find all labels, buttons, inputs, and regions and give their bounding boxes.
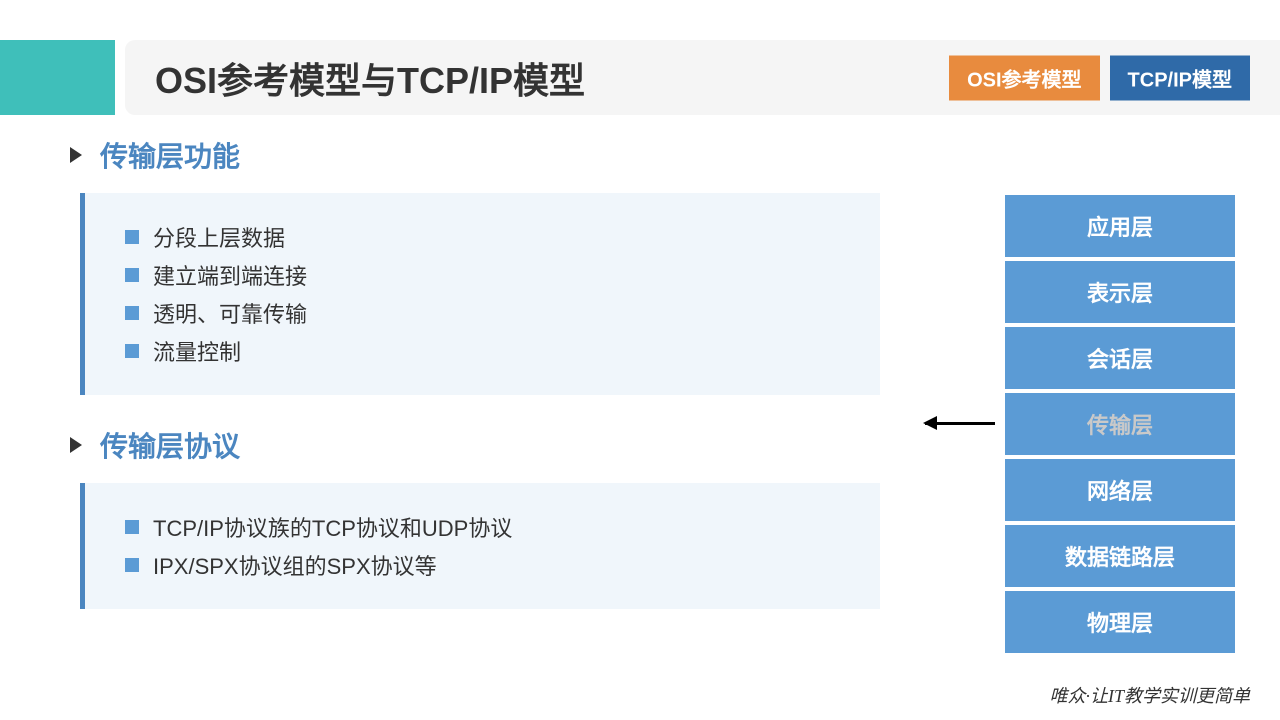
item-text: IPX/SPX协议组的SPX协议等 <box>153 549 437 581</box>
layer-session: 会话层 <box>1005 327 1235 389</box>
layer-physical: 物理层 <box>1005 591 1235 653</box>
item-text: 透明、可靠传输 <box>153 297 307 329</box>
list-item: 分段上层数据 <box>125 221 840 253</box>
layer-network: 网络层 <box>1005 459 1235 521</box>
list-item: 透明、可靠传输 <box>125 297 840 329</box>
square-bullet-icon <box>125 558 139 572</box>
footer-slogan: 唯众·让IT教学实训更简单 <box>1049 682 1250 708</box>
item-text: 建立端到端连接 <box>153 259 307 291</box>
main-content: 传输层功能 分段上层数据 建立端到端连接 透明、可靠传输 流量控制 传输层协议 … <box>70 135 880 639</box>
list-item: 流量控制 <box>125 335 840 367</box>
square-bullet-icon <box>125 520 139 534</box>
layer-application: 应用层 <box>1005 195 1235 257</box>
page-title: OSI参考模型与TCP/IP模型 <box>155 52 585 104</box>
layer-presentation: 表示层 <box>1005 261 1235 323</box>
list-item: 建立端到端连接 <box>125 259 840 291</box>
section-heading-protocols: 传输层协议 <box>70 425 880 465</box>
list-item: TCP/IP协议族的TCP协议和UDP协议 <box>125 511 840 543</box>
square-bullet-icon <box>125 268 139 282</box>
triangle-icon <box>70 437 82 453</box>
triangle-icon <box>70 147 82 163</box>
header-title-wrap: OSI参考模型与TCP/IP模型 OSI参考模型 TCP/IP模型 <box>125 40 1280 115</box>
content-box-functions: 分段上层数据 建立端到端连接 透明、可靠传输 流量控制 <box>80 193 880 395</box>
section-heading-functions: 传输层功能 <box>70 135 880 175</box>
layer-transport: 传输层 <box>1005 393 1235 455</box>
item-text: 流量控制 <box>153 335 241 367</box>
square-bullet-icon <box>125 344 139 358</box>
item-text: 分段上层数据 <box>153 221 285 253</box>
header: OSI参考模型与TCP/IP模型 OSI参考模型 TCP/IP模型 <box>0 40 1280 115</box>
header-badges: OSI参考模型 TCP/IP模型 <box>949 55 1250 100</box>
layer-datalink: 数据链路层 <box>1005 525 1235 587</box>
osi-layers-stack: 应用层 表示层 会话层 传输层 网络层 数据链路层 物理层 <box>1005 195 1235 653</box>
section-title-protocols: 传输层协议 <box>100 425 240 465</box>
arrow-left-icon <box>925 422 995 425</box>
section-title-functions: 传输层功能 <box>100 135 240 175</box>
badge-osi: OSI参考模型 <box>949 55 1099 100</box>
square-bullet-icon <box>125 230 139 244</box>
header-accent-block <box>0 40 115 115</box>
item-text: TCP/IP协议族的TCP协议和UDP协议 <box>153 511 512 543</box>
list-item: IPX/SPX协议组的SPX协议等 <box>125 549 840 581</box>
content-box-protocols: TCP/IP协议族的TCP协议和UDP协议 IPX/SPX协议组的SPX协议等 <box>80 483 880 609</box>
badge-tcpip: TCP/IP模型 <box>1110 55 1250 100</box>
square-bullet-icon <box>125 306 139 320</box>
